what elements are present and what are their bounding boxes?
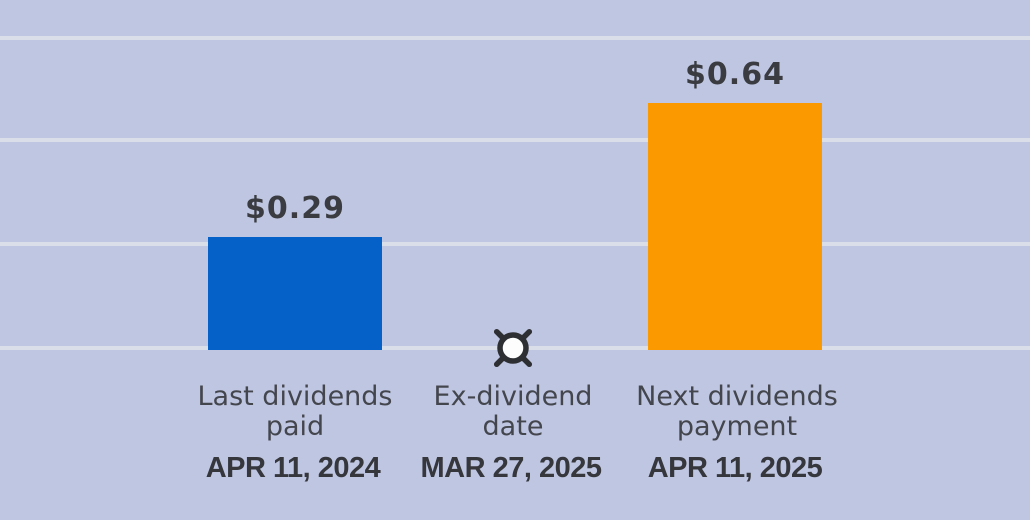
date-next-dividends: APR 11, 2025 [647,452,823,484]
category-label-line: Next dividends [636,381,838,412]
category-label-next-dividends: Next dividends payment [617,382,857,442]
category-label-ex-dividend: Ex-dividend date [393,382,633,442]
category-label-last-dividends: Last dividends paid [175,382,415,442]
category-label-line: Last dividends [197,381,393,412]
bar-value-next-dividends: $0.64 [685,57,785,92]
bar-last-dividends-paid[interactable] [208,237,382,350]
category-label-line: date [482,411,544,442]
gridline [0,242,1030,246]
bar-next-dividends-payment[interactable] [648,103,822,350]
category-label-line: payment [676,411,798,442]
crossed-circle-icon [493,328,533,368]
ex-dividend-marker[interactable] [487,322,539,374]
category-label-line: Ex-dividend [433,381,593,412]
date-ex-dividend: MAR 27, 2025 [420,452,603,484]
gridline [0,36,1030,40]
bar-value-last-dividends: $0.29 [245,191,345,226]
category-label-line: paid [265,411,325,442]
gridline [0,138,1030,142]
date-last-dividends: APR 11, 2024 [205,452,381,484]
